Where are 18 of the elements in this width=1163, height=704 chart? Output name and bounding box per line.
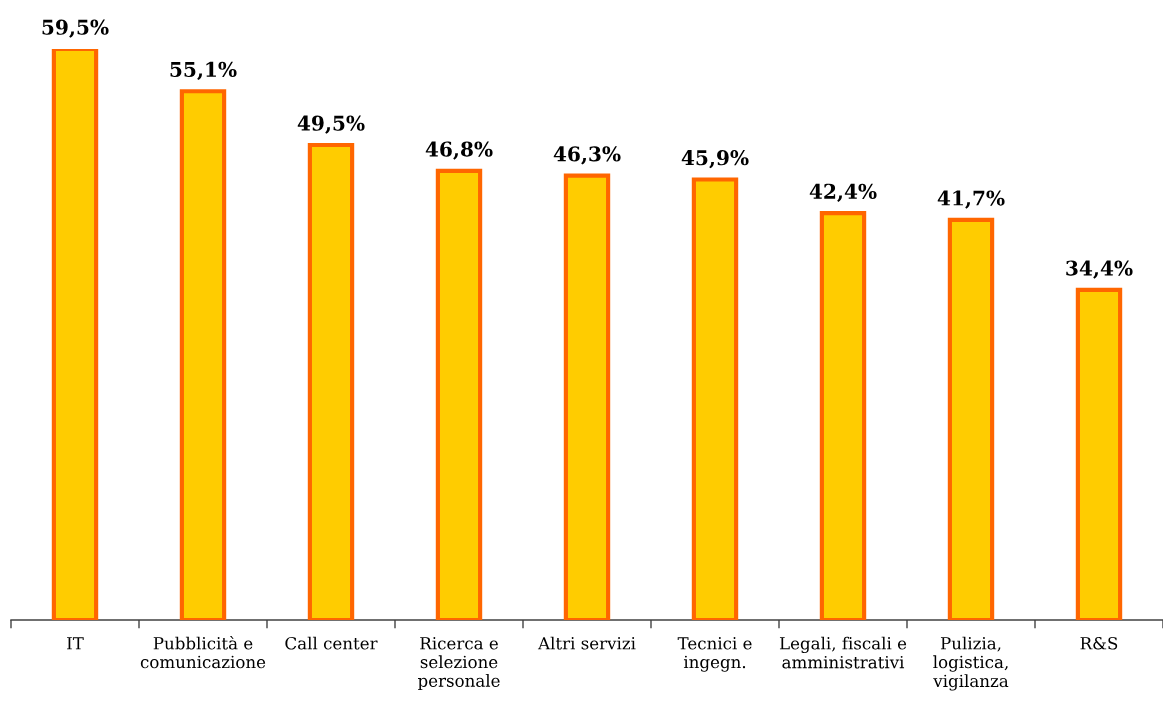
data-label: 46,8% bbox=[425, 141, 493, 160]
x-tick-label: Pubblicità e comunicazione bbox=[140, 636, 266, 669]
x-tick-label: Tecnici e ingegn. bbox=[677, 637, 752, 672]
data-label: 41,7% bbox=[937, 190, 1005, 209]
x-tick-label: Ricerca e selezione personale bbox=[418, 637, 500, 691]
x-tick-label: Legali, fiscali e amministrativi bbox=[779, 636, 907, 669]
x-tick-label: R&S bbox=[1080, 636, 1118, 650]
x-tick-label: Pulizia, logistica, vigilanza bbox=[933, 636, 1009, 691]
data-label: 49,5% bbox=[297, 115, 365, 134]
x-tick-label: Altri servizi bbox=[537, 636, 636, 650]
data-label: 34,4% bbox=[1066, 260, 1133, 279]
data-label: 59,5% bbox=[42, 19, 109, 38]
data-label: 46,3% bbox=[553, 146, 621, 165]
data-label: 55,1% bbox=[170, 61, 237, 81]
data-label: 42,4% bbox=[809, 183, 877, 202]
x-tick-label: Call center bbox=[285, 636, 378, 650]
data-label: 45,9% bbox=[681, 150, 749, 169]
x-tick-label: IT bbox=[67, 637, 84, 650]
